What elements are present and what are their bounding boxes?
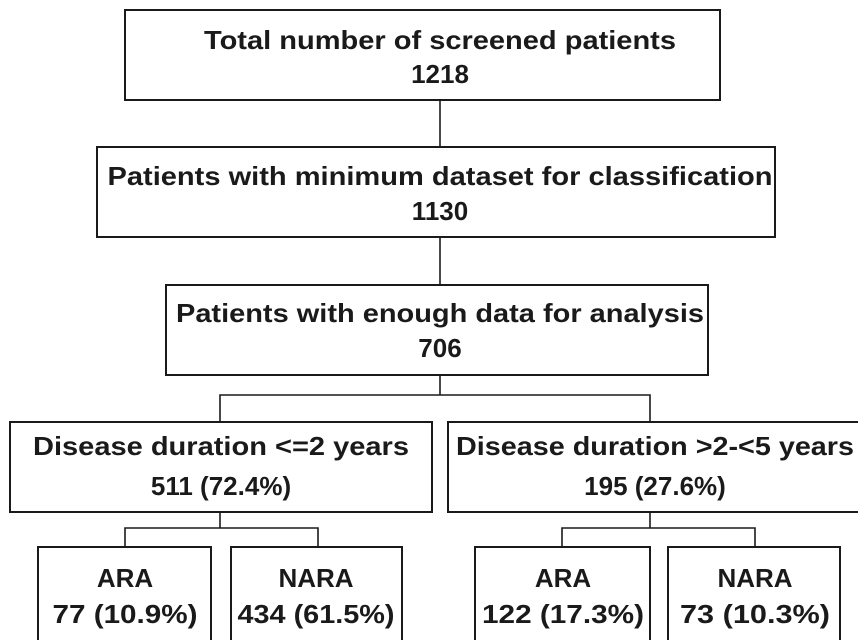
box bbox=[9, 421, 433, 513]
box-label: Disease duration <=2 years bbox=[33, 431, 409, 461]
box bbox=[124, 9, 721, 101]
connector bbox=[219, 394, 651, 422]
connector bbox=[124, 527, 319, 547]
box bbox=[667, 546, 841, 640]
connector bbox=[561, 527, 756, 547]
box bbox=[96, 146, 776, 238]
box-count: 77 (10.9%) bbox=[53, 599, 198, 629]
box-count: 1218 bbox=[411, 59, 469, 89]
box-count: 706 bbox=[418, 333, 461, 363]
box-label: Patients with enough data for analysis bbox=[176, 298, 704, 328]
box-count: 73 (10.3%) bbox=[680, 599, 830, 629]
box bbox=[474, 546, 651, 640]
box bbox=[165, 284, 709, 376]
box-count: 511 (72.4%) bbox=[151, 471, 291, 501]
box-count: 434 (61.5%) bbox=[238, 599, 395, 629]
box bbox=[447, 421, 858, 513]
box-label: Disease duration >2-<5 years bbox=[456, 431, 854, 461]
box-label: NARA bbox=[278, 563, 353, 593]
box-label: Total number of screened patients bbox=[204, 25, 676, 55]
box-label: Patients with minimum dataset for classi… bbox=[108, 161, 773, 191]
box bbox=[230, 546, 403, 640]
box-label: NARA bbox=[717, 563, 792, 593]
box-count: 1130 bbox=[412, 196, 468, 226]
box bbox=[37, 546, 212, 640]
box-count: 122 (17.3%) bbox=[482, 599, 644, 629]
box-label: ARA bbox=[535, 563, 592, 593]
box-count: 195 (27.6%) bbox=[584, 471, 726, 501]
box-label: ARA bbox=[97, 563, 154, 593]
